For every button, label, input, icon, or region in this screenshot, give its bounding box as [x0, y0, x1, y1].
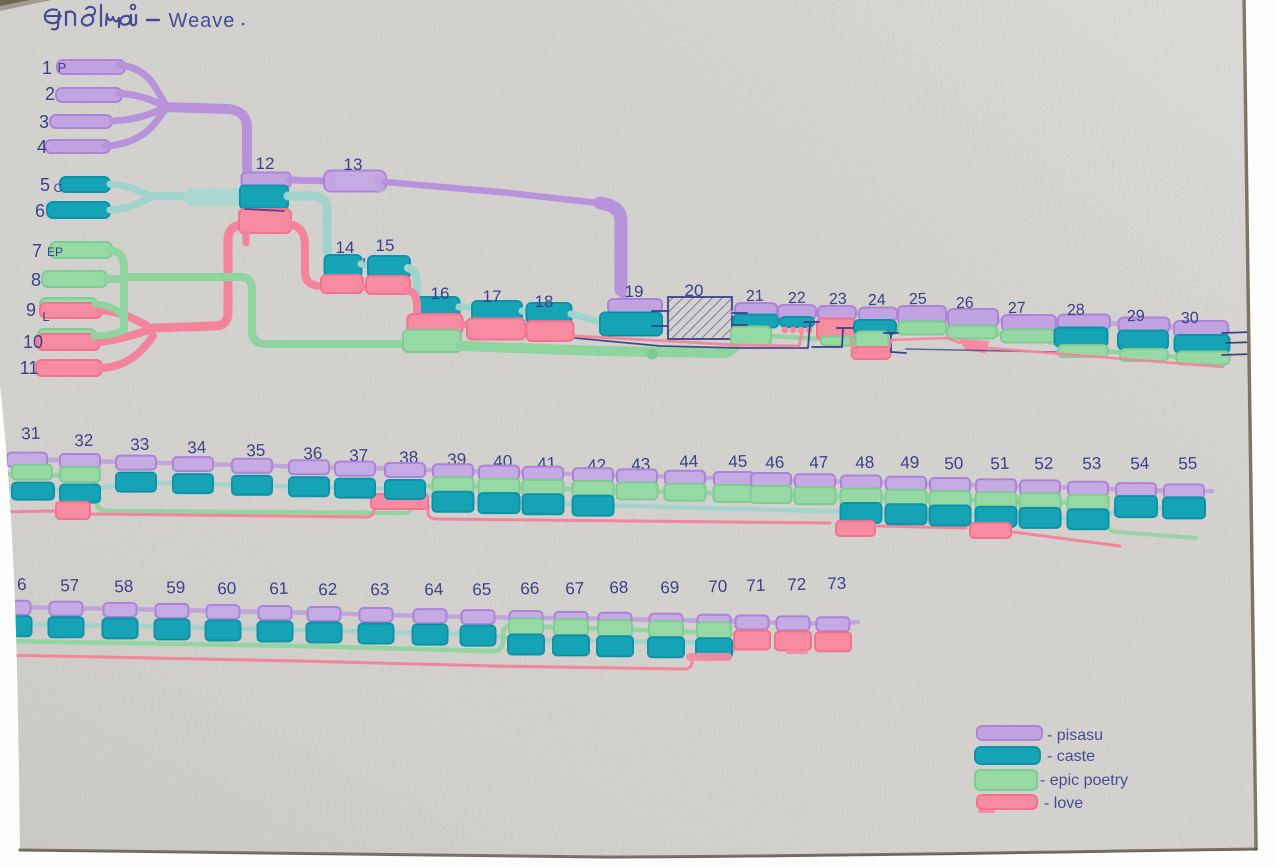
svg-text:27: 27: [1008, 300, 1026, 318]
svg-text:22: 22: [788, 290, 806, 308]
svg-text:13: 13: [344, 155, 363, 174]
svg-text:34: 34: [187, 438, 207, 458]
svg-text:32: 32: [74, 431, 94, 451]
svg-text:23: 23: [829, 291, 847, 309]
svg-text:C: C: [54, 181, 63, 195]
svg-text:8: 8: [31, 270, 41, 290]
svg-text:37: 37: [349, 446, 369, 466]
svg-text:EP: EP: [47, 245, 63, 259]
svg-text:26: 26: [956, 295, 974, 313]
svg-text:50: 50: [944, 454, 964, 474]
svg-text:57: 57: [60, 576, 80, 596]
svg-text:65: 65: [472, 580, 492, 600]
svg-text:2: 2: [45, 84, 55, 104]
svg-text:20: 20: [685, 281, 704, 300]
svg-text:14: 14: [336, 238, 355, 257]
svg-text:15: 15: [376, 236, 395, 255]
svg-text:61: 61: [269, 579, 289, 599]
svg-text:- caste: - caste: [1047, 748, 1095, 765]
svg-text:21: 21: [746, 288, 764, 306]
svg-text:P: P: [58, 60, 67, 75]
svg-text:68: 68: [609, 578, 629, 598]
svg-text:28: 28: [1067, 302, 1085, 320]
svg-text:18: 18: [535, 292, 554, 311]
svg-text:- love: - love: [1044, 795, 1083, 812]
svg-text:12: 12: [256, 154, 275, 173]
svg-text:35: 35: [246, 441, 266, 461]
svg-text:- pisasu: - pisasu: [1047, 727, 1103, 744]
svg-text:67: 67: [565, 579, 585, 599]
svg-text:16: 16: [431, 284, 450, 303]
svg-text:59: 59: [166, 578, 186, 598]
svg-text:33: 33: [130, 435, 150, 455]
svg-text:71: 71: [746, 576, 766, 596]
svg-text:47: 47: [809, 453, 829, 473]
svg-text:45: 45: [728, 452, 748, 472]
svg-text:19: 19: [625, 282, 644, 301]
svg-text:54: 54: [1130, 454, 1150, 474]
svg-text:- epic poetry: - epic poetry: [1040, 772, 1128, 789]
svg-text:49: 49: [900, 453, 920, 473]
svg-text:73: 73: [827, 574, 847, 594]
svg-text:52: 52: [1034, 454, 1054, 474]
svg-text:L: L: [42, 309, 49, 324]
svg-text:7: 7: [32, 241, 42, 261]
svg-text:70: 70: [708, 577, 728, 597]
svg-text:17: 17: [483, 287, 502, 306]
svg-text:6: 6: [17, 575, 27, 594]
svg-text:55: 55: [1178, 454, 1198, 474]
svg-text:51: 51: [990, 454, 1010, 474]
svg-text:11: 11: [20, 358, 39, 378]
svg-text:60: 60: [217, 579, 237, 599]
svg-text:66: 66: [520, 579, 540, 599]
svg-text:29: 29: [1127, 308, 1145, 326]
svg-text:48: 48: [855, 453, 875, 473]
svg-text:46: 46: [765, 453, 785, 473]
svg-text:44: 44: [679, 452, 699, 472]
svg-text:5: 5: [40, 175, 50, 195]
svg-text:4: 4: [37, 137, 47, 157]
svg-text:63: 63: [370, 580, 390, 600]
svg-text:31: 31: [21, 424, 41, 444]
svg-text:53: 53: [1082, 454, 1102, 474]
svg-text:1: 1: [42, 58, 52, 78]
svg-text:6: 6: [35, 201, 45, 221]
svg-text:3: 3: [39, 112, 49, 132]
svg-text:62: 62: [318, 580, 338, 600]
svg-text:72: 72: [787, 575, 807, 595]
svg-text:10: 10: [23, 332, 43, 352]
svg-text:64: 64: [424, 580, 444, 600]
svg-text:30: 30: [1181, 310, 1199, 328]
svg-text:25: 25: [909, 291, 927, 309]
svg-text:9: 9: [26, 300, 36, 320]
svg-text:36: 36: [303, 444, 323, 464]
svg-text:69: 69: [660, 578, 680, 598]
svg-text:24: 24: [868, 292, 886, 310]
svg-text:,: ,: [362, 245, 367, 264]
svg-text:58: 58: [114, 577, 134, 597]
svg-text:Weave: Weave: [169, 10, 236, 32]
